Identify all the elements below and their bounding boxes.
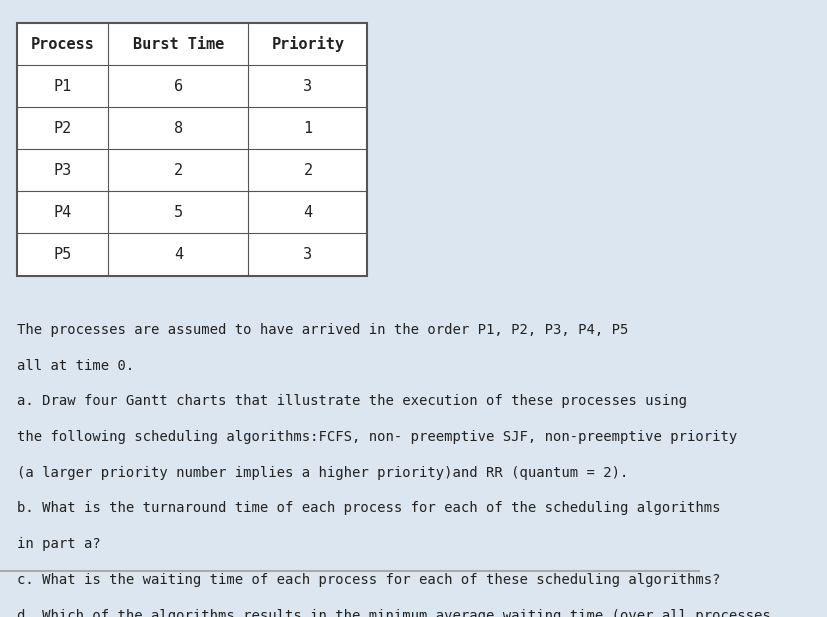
Text: (a larger priority number implies a higher priority)and RR (quantum = 2).: (a larger priority number implies a high… [17,466,629,480]
Text: a. Draw four Gantt charts that illustrate the execution of these processes using: a. Draw four Gantt charts that illustrat… [17,394,686,408]
Text: 3: 3 [303,247,312,262]
Text: P1: P1 [54,79,72,94]
Text: b. What is the turnaround time of each process for each of the scheduling algori: b. What is the turnaround time of each p… [17,502,720,515]
Bar [17,23,367,276]
Text: 1: 1 [303,121,312,136]
Text: The processes are assumed to have arrived in the order P1, P2, P3, P4, P5: The processes are assumed to have arrive… [17,323,629,337]
Text: P5: P5 [54,247,72,262]
Text: the following scheduling algorithms:FCFS, non- preemptive SJF, non-preemptive pr: the following scheduling algorithms:FCFS… [17,430,737,444]
Text: in part a?: in part a? [17,537,101,551]
Text: d. Which of the algorithms results in the minimum average waiting time (over all: d. Which of the algorithms results in th… [17,609,770,617]
Text: c. What is the waiting time of each process for each of these scheduling algorit: c. What is the waiting time of each proc… [17,573,720,587]
Text: 2: 2 [303,163,312,178]
Text: 8: 8 [174,121,183,136]
Text: all at time 0.: all at time 0. [17,358,135,373]
Text: 6: 6 [174,79,183,94]
Text: 5: 5 [174,205,183,220]
Text: P3: P3 [54,163,72,178]
Text: 4: 4 [303,205,312,220]
Text: Priority: Priority [271,36,344,52]
Text: Burst Time: Burst Time [132,36,224,52]
Text: 2: 2 [174,163,183,178]
Text: 3: 3 [303,79,312,94]
Text: Process: Process [31,36,95,52]
Text: 4: 4 [174,247,183,262]
Text: P4: P4 [54,205,72,220]
Text: P2: P2 [54,121,72,136]
